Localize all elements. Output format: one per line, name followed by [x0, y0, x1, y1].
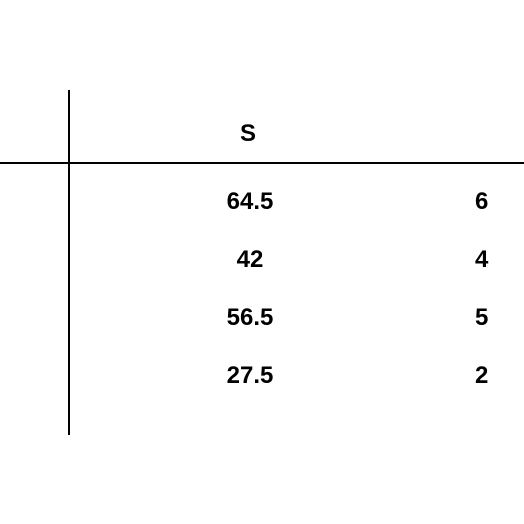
table-header-row: S: [0, 120, 524, 160]
cell-value: 6: [475, 188, 524, 216]
cell-value: 27.5: [205, 362, 295, 390]
column-header-s: S: [240, 120, 256, 148]
table-body: 64.5 6 42 4 56.5 5 27.5 2: [0, 188, 524, 420]
cell-value: 5: [475, 304, 524, 332]
cell-value: 2: [475, 362, 524, 390]
table-row: 64.5 6: [0, 188, 524, 246]
cell-value: 56.5: [205, 304, 295, 332]
table-row: 27.5 2: [0, 362, 524, 420]
table-row: 42 4: [0, 246, 524, 304]
cell-value: 4: [475, 246, 524, 274]
horizontal-rule: [0, 162, 524, 164]
table-row: 56.5 5: [0, 304, 524, 362]
cell-value: 42: [205, 246, 295, 274]
cell-value: 64.5: [205, 188, 295, 216]
